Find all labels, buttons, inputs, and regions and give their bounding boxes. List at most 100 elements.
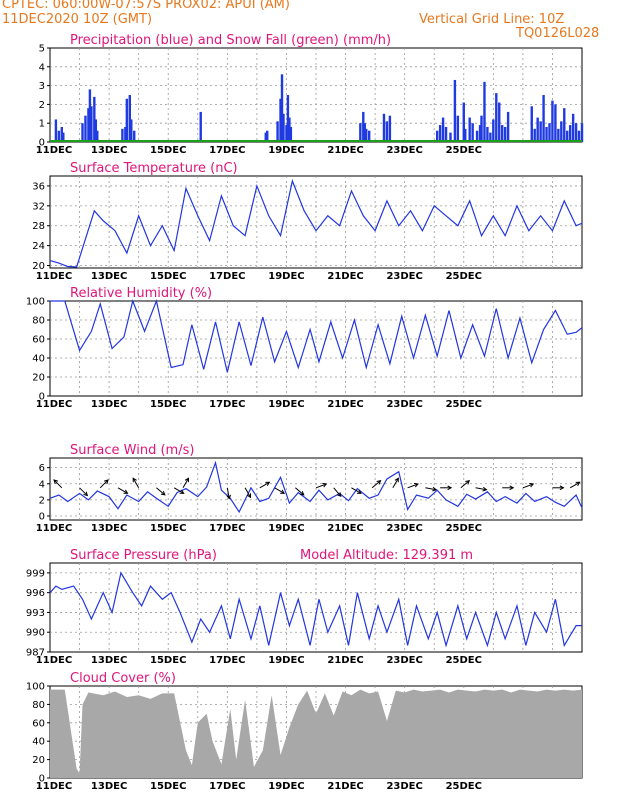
precip-bar	[81, 123, 84, 142]
y-tick-label: 6	[39, 463, 45, 474]
date-label: 23DEC	[386, 399, 422, 410]
y-tick-label: 0	[39, 392, 45, 403]
y-tick-label: 999	[26, 568, 45, 579]
y-tick-label: 80	[32, 316, 45, 327]
precip-bar	[368, 130, 371, 142]
wind-arrow	[226, 487, 231, 500]
date-label: 19DEC	[268, 523, 304, 534]
date-label: 17DEC	[209, 399, 245, 410]
date-label: 25DEC	[446, 145, 482, 156]
precip-bar	[60, 126, 64, 142]
panel-title: Surface Pressure (hPa)	[70, 548, 217, 563]
date-label: 21DEC	[327, 399, 363, 410]
panel-5: 0 20 40 60 80 100 Cloud Cover (%) 11DEC 13DEC 15D…	[26, 671, 583, 792]
date-label: 13DEC	[91, 523, 127, 534]
panel-title: Surface Temperature (nC)	[70, 161, 238, 176]
precip-bar	[530, 106, 533, 142]
wind-arrow	[294, 487, 305, 496]
wind-arrow-shaft	[522, 483, 534, 489]
wind-arrow-head	[336, 492, 342, 498]
y-tick-label: 36	[32, 181, 45, 192]
precip-bar	[365, 128, 368, 142]
date-label: 17DEC	[209, 523, 245, 534]
date-label: 21DEC	[327, 145, 363, 156]
y-tick-label: 100	[26, 297, 45, 308]
precip-bar	[548, 123, 551, 142]
date-label: 23DEC	[386, 523, 422, 534]
wind-arrow-head	[482, 486, 488, 492]
wind-arrow	[79, 487, 89, 497]
wind-arrow	[99, 479, 109, 489]
y-tick-label: 0	[39, 774, 45, 785]
y-tick-label: 990	[26, 628, 45, 639]
precip-bar	[489, 132, 492, 142]
wind-arrow-shaft	[425, 487, 437, 491]
wind-arrow-shaft	[156, 487, 166, 496]
wind-arrow-head	[356, 489, 362, 494]
wind-arrow-shaft	[371, 480, 381, 489]
header-code: TQ0126L028	[516, 26, 600, 41]
wind-arrow	[392, 477, 399, 489]
precip-bar	[286, 95, 290, 142]
precip-bar	[280, 74, 284, 142]
precip-bar	[551, 100, 554, 142]
wind-arrow-shaft	[407, 483, 419, 489]
panel-title: Surface Wind (m/s)	[70, 443, 194, 458]
precip-bar	[506, 111, 510, 142]
wind-arrow	[407, 482, 419, 489]
precip-bar	[84, 115, 87, 142]
precip-bar	[462, 102, 465, 142]
wind-arrow-head	[447, 485, 453, 491]
cloud-area	[50, 689, 582, 778]
y-tick-label: 28	[32, 221, 45, 232]
precip-bar	[282, 113, 285, 142]
wind-arrow-shaft	[53, 479, 63, 489]
y-tick-label: 0	[39, 511, 45, 522]
wind-arrow-shaft	[351, 487, 362, 494]
wind-arrow	[53, 479, 63, 489]
date-label: 11DEC	[36, 399, 72, 410]
wind-arrow-head	[376, 480, 382, 485]
precip-bar	[444, 126, 448, 142]
precip-bar	[449, 132, 452, 142]
wind-arrow-shaft	[244, 487, 251, 498]
y-tick-label: 2	[39, 100, 45, 111]
date-label: 19DEC	[268, 399, 304, 410]
wind-arrow-head	[413, 482, 419, 488]
precip-bar	[486, 126, 489, 142]
header-grid-note: Vertical Grid Line: 10Z	[419, 12, 565, 27]
wind-arrow	[117, 487, 129, 494]
precip-bar	[483, 81, 486, 142]
date-label: 19DEC	[268, 271, 304, 282]
wind-arrow-head	[322, 482, 328, 488]
wind-arrow-head	[529, 482, 535, 488]
wind-arrow-shaft	[259, 481, 270, 489]
y-tick-label: 40	[32, 354, 45, 365]
wind-arrow-shaft	[132, 478, 140, 489]
precip-bar	[96, 130, 99, 142]
precip-bar	[382, 113, 386, 142]
wind-arrow-shaft	[99, 479, 109, 489]
date-label: 21DEC	[327, 271, 363, 282]
date-label: 25DEC	[446, 523, 482, 534]
date-label: 11DEC	[36, 523, 72, 534]
wind-arrow	[460, 480, 471, 489]
wind-arrow	[475, 486, 488, 492]
precip-bar	[276, 121, 279, 142]
precip-bar	[542, 95, 545, 142]
precip-bar	[88, 89, 92, 142]
precip-bar	[563, 108, 566, 142]
y-tick-label: 2	[39, 495, 45, 506]
precip-bar	[266, 130, 269, 142]
wind-arrow-shaft	[475, 487, 487, 491]
precip-bar	[456, 115, 460, 142]
date-label: 23DEC	[386, 655, 422, 666]
precip-bar	[441, 117, 445, 142]
date-label: 13DEC	[91, 145, 127, 156]
y-tick-label: 60	[32, 335, 45, 346]
precip-bar	[288, 117, 291, 142]
precip-bar	[57, 130, 61, 142]
y-tick-label: 80	[32, 700, 45, 711]
precip-bar	[453, 79, 457, 142]
